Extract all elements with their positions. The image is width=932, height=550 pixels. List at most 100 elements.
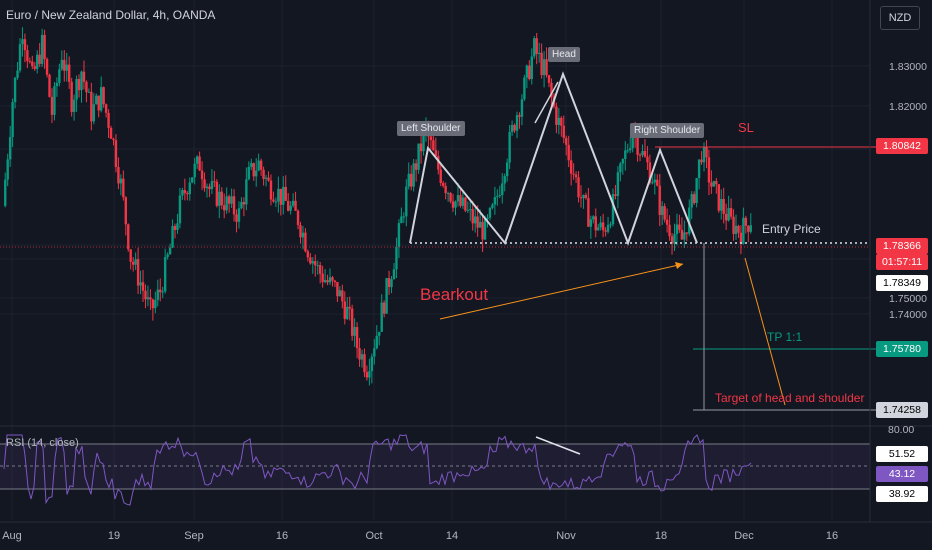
candle-body [555, 106, 558, 125]
candle-body [119, 178, 123, 184]
candle-body [648, 162, 652, 183]
candle-body [336, 282, 339, 297]
candle-body [242, 202, 246, 205]
candle-body [341, 290, 344, 302]
candle-body [385, 278, 388, 314]
rsi-divergence-line [535, 436, 581, 455]
candle-body [604, 230, 607, 232]
candle-body [156, 289, 159, 300]
candle-body [688, 207, 691, 234]
candle-body [697, 159, 701, 179]
entry-price-label: Entry Price [762, 222, 821, 236]
candle-body [368, 371, 371, 378]
candle-body [6, 159, 9, 180]
currency-button[interactable]: NZD [880, 6, 920, 30]
candle-body [195, 156, 199, 164]
candle-body [323, 280, 327, 283]
candle-body [717, 184, 720, 211]
candle-body [232, 196, 236, 215]
candle-body [631, 133, 634, 149]
candle-body [643, 151, 647, 157]
candle-body [53, 86, 56, 115]
candle-body [28, 61, 32, 63]
candle-body [311, 261, 314, 264]
candle-body [444, 185, 447, 194]
candle-body [675, 224, 679, 235]
rsi-upper-label: 51.52 [876, 446, 928, 462]
candle-body [277, 188, 280, 202]
candle-body [478, 221, 482, 228]
candle-body [486, 217, 489, 220]
candle-body [333, 280, 337, 283]
candle-body [710, 182, 713, 187]
candle-body [350, 308, 354, 336]
candle-body [109, 127, 113, 139]
x-tick-label: 16 [276, 530, 288, 542]
candle-body [651, 182, 654, 184]
candle-body [528, 65, 531, 80]
candle-body [518, 115, 521, 117]
candle-body [397, 223, 401, 247]
candle-body [454, 201, 457, 208]
candle-body [370, 356, 374, 372]
candle-body [392, 269, 396, 280]
candle-body [31, 61, 34, 67]
candle-body [707, 157, 711, 183]
candle-body [587, 198, 590, 227]
candle-body [112, 138, 115, 141]
candle-body [466, 209, 470, 211]
candle-body [247, 166, 251, 180]
candle-body [358, 348, 361, 360]
candle-body [343, 301, 346, 319]
candle-body [597, 227, 600, 231]
candle-body [378, 331, 381, 336]
candle-body [43, 34, 46, 60]
candle-body [742, 217, 745, 244]
candle-body [373, 348, 376, 357]
candle-body [80, 71, 83, 91]
sl-label: SL [738, 120, 754, 135]
candle-body [365, 372, 369, 378]
candle-body [85, 81, 88, 93]
candle-body [299, 225, 302, 238]
candle-body [235, 214, 238, 222]
candle-body [309, 257, 312, 264]
candle-body [476, 216, 479, 228]
candle-body [451, 201, 455, 208]
candle-body [36, 54, 39, 69]
candle-body [523, 77, 526, 100]
chart-title: Euro / New Zealand Dollar, 4h, OANDA [6, 8, 216, 22]
candle-body [434, 150, 438, 157]
candle-body [629, 148, 632, 151]
candle-body [491, 204, 494, 208]
head-trendline [534, 81, 559, 124]
candle-body [498, 194, 501, 197]
candle-body [601, 222, 605, 231]
candle-body [724, 213, 728, 221]
candle-body [626, 150, 629, 152]
candle-body [567, 144, 570, 161]
candle-body [13, 77, 17, 103]
candle-body [188, 182, 191, 195]
candle-body [21, 39, 24, 45]
candle-body [545, 59, 548, 76]
candle-body [127, 224, 130, 250]
candle-body [715, 181, 718, 185]
candle-body [592, 216, 595, 220]
candle-body [210, 181, 214, 190]
candle-body [55, 82, 59, 87]
candle-body [547, 75, 551, 83]
candle-body [557, 117, 561, 125]
candle-body [8, 137, 12, 160]
candle-body [446, 192, 450, 194]
x-tick-label: 18 [655, 530, 667, 542]
candle-body [223, 205, 226, 211]
candle-body [163, 257, 167, 292]
candle-body [702, 147, 706, 163]
candle-body [572, 173, 575, 175]
candle-body [87, 91, 91, 93]
candle-body [683, 232, 686, 240]
candle-body [75, 78, 78, 100]
candle-body [262, 169, 265, 179]
